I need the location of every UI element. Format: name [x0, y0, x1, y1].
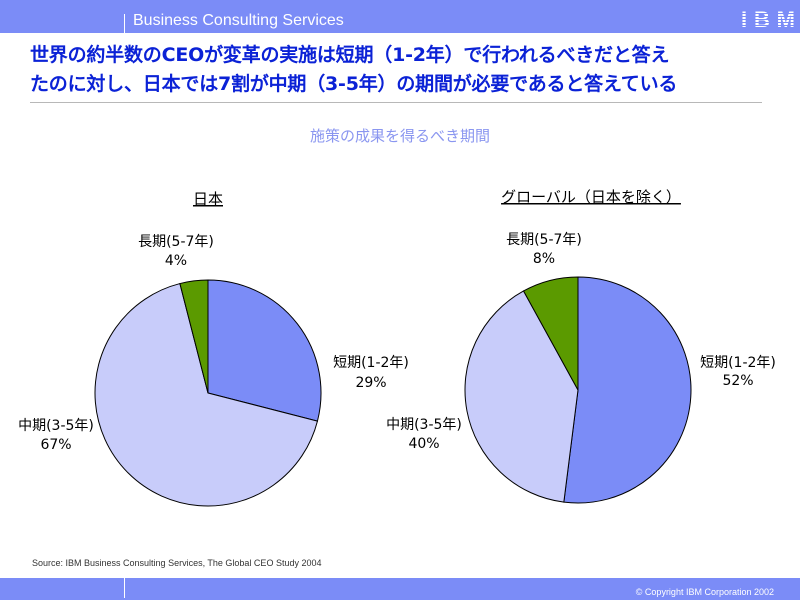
chart-title-japan: 日本 — [193, 190, 223, 208]
value-global-long: 8% — [533, 251, 555, 267]
value-japan-long: 4% — [165, 253, 187, 269]
label-japan-short: 短期(1-2年) — [333, 355, 409, 371]
ibm-logo-text: IBM — [741, 8, 795, 30]
value-global-mid: 40% — [408, 436, 439, 452]
label-japan-long: 長期(5-7年) — [138, 234, 214, 250]
pie-slice-global-short — [563, 276, 692, 504]
value-global-short: 52% — [722, 373, 753, 389]
header-bar: Business Consulting Services IBM — [0, 0, 800, 34]
copyright: © Copyright IBM Corporation 2002 — [635, 587, 774, 597]
pie-chart-global: グローバル（日本を除く） 長期(5-7年) 8% 短期(1-2年) 52% 中期… — [386, 188, 776, 504]
pie-slice-global-mid — [464, 290, 579, 503]
footer-bar: © Copyright IBM Corporation 2002 — [0, 578, 800, 600]
pie-slice-japan-mid — [94, 282, 319, 507]
section-title: Business Consulting Services — [133, 12, 344, 29]
pie-slice-japan-short — [207, 279, 322, 422]
headline-rule — [30, 102, 762, 103]
pie-slices-global — [464, 276, 692, 504]
label-global-short: 短期(1-2年) — [700, 355, 776, 371]
value-japan-short: 29% — [355, 375, 386, 391]
label-japan-mid: 中期(3-5年) — [18, 418, 94, 434]
headline-line-2: たのに対し、日本では7割が中期（3-5年）の期間が必要であると答えている — [30, 73, 678, 95]
header-divider — [124, 14, 125, 34]
headline-line-1: 世界の約半数のCEOが変革の実施は短期（1-2年）で行われるべきだと答え — [30, 44, 670, 66]
pie-slice-global-long — [522, 276, 579, 391]
ibm-logo-icon: IBM — [741, 8, 795, 30]
source-note: Source: IBM Business Consulting Services… — [32, 558, 322, 568]
value-japan-mid: 67% — [40, 437, 71, 453]
chart-subtitle: 施策の成果を得るべき期間 — [309, 127, 490, 145]
pie-slices-japan — [94, 279, 322, 507]
chart-title-global: グローバル（日本を除く） — [501, 188, 681, 206]
label-global-mid: 中期(3-5年) — [386, 417, 462, 433]
label-global-long: 長期(5-7年) — [506, 232, 582, 248]
pie-slice-japan-long — [179, 279, 209, 394]
headline: 世界の約半数のCEOが変革の実施は短期（1-2年）で行われるべきだと答え たのに… — [30, 41, 770, 99]
pie-chart-japan: 日本 長期(5-7年) 4% 短期(1-2年) 29% 中期(3-5年) 67% — [18, 190, 409, 507]
footer-divider — [124, 578, 125, 598]
